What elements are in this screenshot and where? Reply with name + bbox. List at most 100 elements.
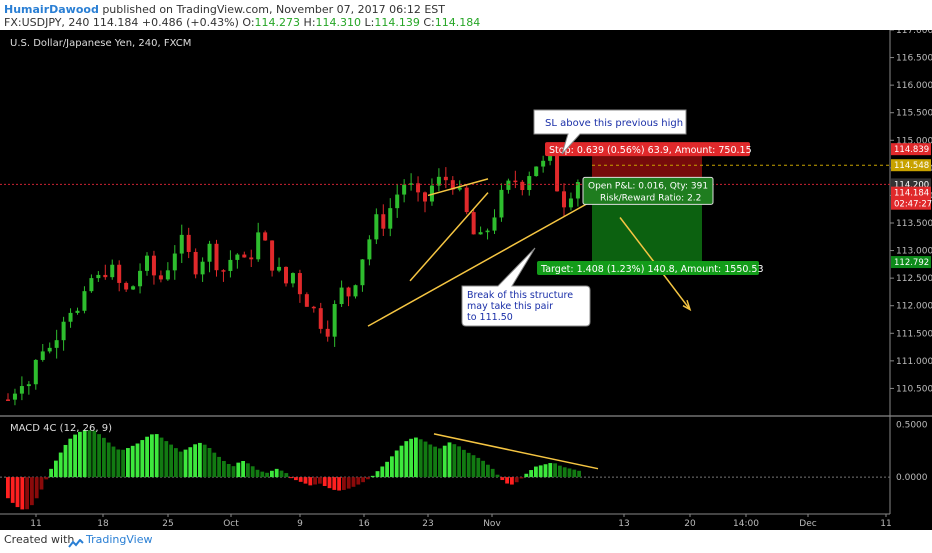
macd-bar [63, 444, 68, 478]
macd-bar [217, 456, 221, 478]
candle-body [138, 270, 143, 287]
tradingview-brand[interactable]: TradingView [86, 533, 153, 546]
candle-body [360, 259, 365, 286]
macd-bar [193, 444, 197, 478]
candle-body [61, 321, 66, 341]
labels: U.S. Dollar/Japanese Yen, 240, FXCM MACD … [10, 38, 932, 434]
macd-bar [308, 477, 313, 486]
macd-bar [346, 477, 351, 489]
macd-bar [183, 449, 188, 478]
macd-bar [82, 430, 87, 478]
macd-bar [505, 477, 509, 484]
macd-bar [222, 461, 226, 478]
price-tick-label: 116.000 [896, 81, 932, 91]
candle-body [193, 251, 198, 275]
macd-bar [313, 477, 317, 485]
time-tick-label: 14:00 [733, 519, 759, 529]
macd-bar [279, 470, 284, 478]
candle-body [520, 181, 525, 191]
author-link[interactable]: HumairDawood [4, 3, 99, 16]
macd-bar [342, 477, 346, 490]
price-tag-label: 114.548 [894, 161, 929, 171]
pnl-label: Open P&L: 0.016, Qty: 391 [588, 181, 708, 191]
macd-bar [332, 477, 337, 490]
candle-body [228, 259, 233, 271]
macd-bar [159, 437, 164, 478]
macd-bar [337, 477, 341, 491]
candle-body [207, 243, 212, 262]
macd-bar [54, 460, 58, 478]
candle-body [575, 182, 580, 199]
macd-bar [30, 477, 34, 506]
macd-tick-label: 0.0000 [896, 473, 928, 483]
chart-header: HumairDawood published on TradingView.co… [0, 0, 932, 30]
candle-body [110, 264, 115, 278]
candle-body [478, 232, 483, 235]
macd-bar [577, 470, 581, 478]
chart-title: U.S. Dollar/Japanese Yen, 240, FXCM [10, 38, 191, 49]
macd-bar [10, 477, 15, 503]
time-tick-label: 20 [684, 519, 696, 529]
macd-bar [351, 477, 356, 487]
macd-bar [106, 442, 111, 478]
macd-bar [524, 473, 529, 478]
candle-body [513, 180, 518, 183]
chart-svg[interactable]: 117.000 116.500 116.000 115.500 115.000 114.5… [0, 26, 932, 530]
macd-bar [543, 464, 548, 478]
price-tag-box [891, 159, 931, 172]
macd-bar [399, 445, 404, 478]
grid [0, 30, 932, 515]
time-tick-label: Oct [223, 519, 239, 529]
price-tag-label: 02:47:27 [894, 200, 932, 210]
macd-bar [370, 475, 375, 478]
macd-bar [270, 470, 274, 478]
position-zones [592, 149, 702, 263]
candle-body [263, 232, 268, 241]
macd-divergence-line [433, 433, 599, 470]
candle-body [54, 340, 59, 348]
chart-area[interactable]: 117.000 116.500 116.000 115.500 115.000 114.5… [0, 26, 932, 530]
candle-body [325, 328, 330, 337]
macd-bar [25, 477, 29, 510]
candle-body [443, 176, 448, 181]
macd-bar [452, 444, 457, 478]
macd-bar [298, 477, 303, 482]
candle-body [436, 176, 441, 186]
price-tick-label: 116.500 [896, 54, 932, 64]
candle-body [117, 264, 122, 283]
candles [6, 143, 587, 406]
close-value: 114.184 [434, 16, 481, 29]
open-label: O: [242, 16, 255, 29]
candle-body [179, 234, 184, 254]
macd-bar [322, 477, 327, 486]
candle-body [40, 351, 45, 360]
candle-body [381, 214, 386, 229]
macd-bar [15, 477, 20, 508]
candle-body [151, 255, 156, 276]
time-tick-label: 11 [880, 519, 891, 529]
stop-label: Stop: 0.639 (0.56%) 63.9, Amount: 750.15 [549, 145, 752, 156]
macd-bar [390, 456, 394, 478]
candle-body [68, 312, 73, 322]
macd-bar [6, 477, 10, 499]
time-tick-label: 9 [297, 519, 303, 529]
macd-bar [447, 442, 452, 478]
macd-bar [356, 477, 361, 485]
candle-body [416, 183, 421, 193]
macd-bar [457, 446, 461, 478]
macd-bar [462, 449, 466, 478]
macd-bar [260, 471, 265, 478]
candle-body [464, 187, 469, 213]
macd-histogram [0, 430, 890, 510]
macd-bar [92, 430, 97, 478]
macd-bar [250, 466, 255, 478]
candle-body [47, 347, 52, 352]
candle-body [485, 230, 490, 233]
tradingview-logo-icon [68, 534, 84, 553]
candle-body [499, 189, 504, 218]
candle-body [221, 270, 226, 272]
macd-bar [514, 477, 519, 483]
candle-body [311, 306, 316, 309]
candle-body [555, 147, 560, 192]
macd-bar [174, 448, 178, 478]
